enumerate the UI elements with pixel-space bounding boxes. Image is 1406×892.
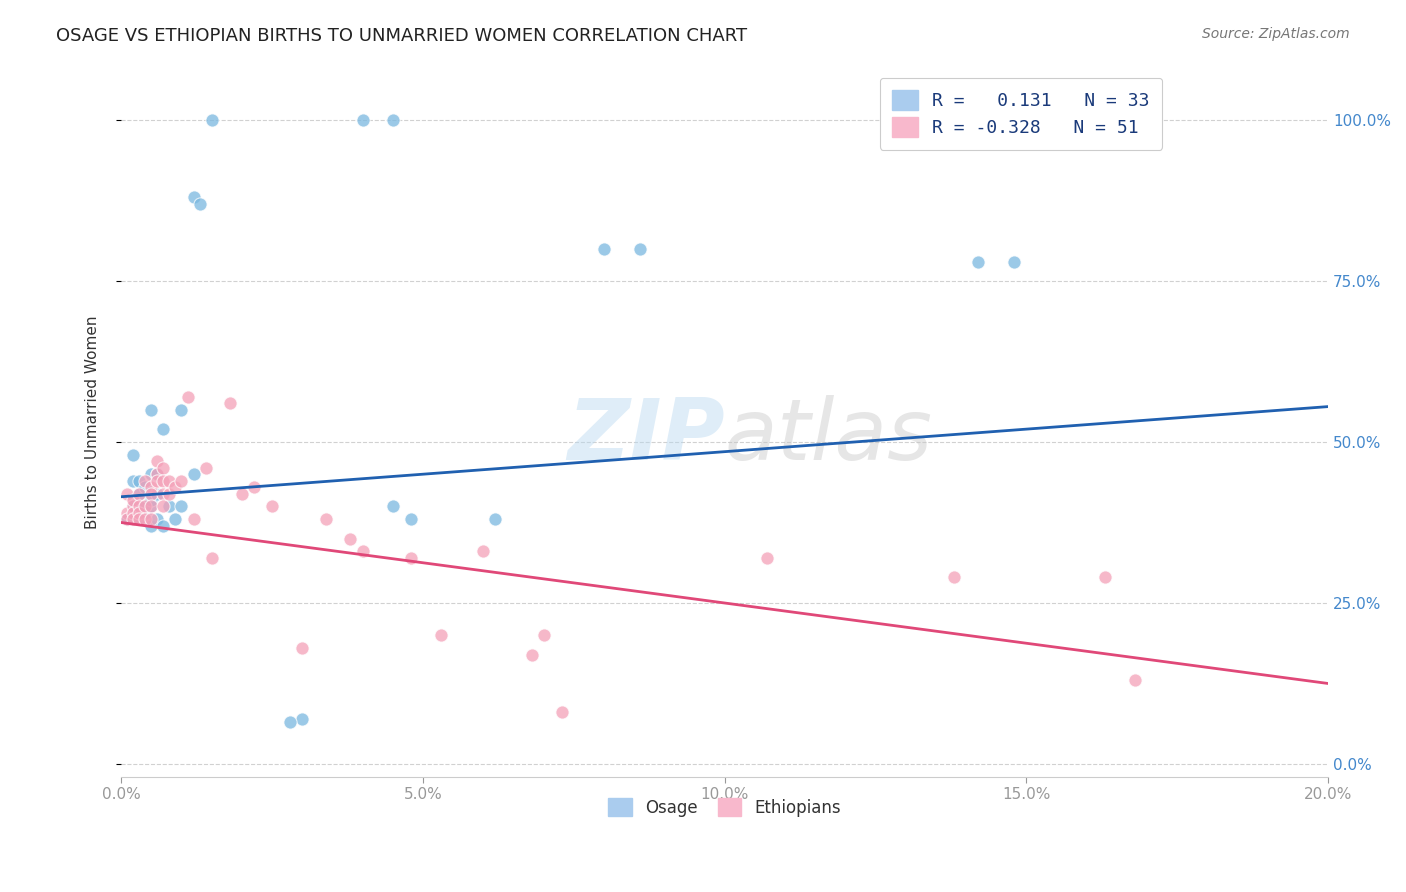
Point <box>115 486 138 500</box>
Point <box>201 550 224 565</box>
Point <box>152 460 174 475</box>
Point <box>533 628 555 642</box>
Point <box>115 512 138 526</box>
Point <box>146 486 169 500</box>
Point <box>1123 673 1146 688</box>
Point <box>152 500 174 514</box>
Text: OSAGE VS ETHIOPIAN BIRTHS TO UNMARRIED WOMEN CORRELATION CHART: OSAGE VS ETHIOPIAN BIRTHS TO UNMARRIED W… <box>56 27 748 45</box>
Point <box>134 512 156 526</box>
Point <box>146 467 169 482</box>
Point <box>122 500 145 514</box>
Text: atlas: atlas <box>724 395 932 478</box>
Point <box>157 500 180 514</box>
Point <box>122 474 145 488</box>
Point <box>755 550 778 565</box>
Point <box>1094 570 1116 584</box>
Point <box>141 512 163 526</box>
Legend: Osage, Ethiopians: Osage, Ethiopians <box>600 790 849 825</box>
Point <box>152 486 174 500</box>
Point <box>115 512 138 526</box>
Point <box>128 512 150 526</box>
Point <box>134 506 156 520</box>
Point <box>134 474 156 488</box>
Point <box>967 254 990 268</box>
Point <box>122 500 145 514</box>
Point <box>157 486 180 500</box>
Point <box>339 532 361 546</box>
Point <box>146 467 169 482</box>
Point <box>550 706 572 720</box>
Point <box>628 242 651 256</box>
Point <box>141 500 163 514</box>
Point <box>472 544 495 558</box>
Point <box>520 648 543 662</box>
Point <box>128 500 150 514</box>
Point <box>291 712 314 726</box>
Point <box>141 493 163 508</box>
Point <box>146 512 169 526</box>
Point <box>128 506 150 520</box>
Point <box>399 550 422 565</box>
Text: ZIP: ZIP <box>567 395 724 478</box>
Point <box>291 641 314 656</box>
Point <box>134 500 156 514</box>
Point <box>141 486 163 500</box>
Point <box>278 715 301 730</box>
Point <box>170 500 193 514</box>
Point <box>122 506 145 520</box>
Point <box>128 500 150 514</box>
Point <box>176 390 198 404</box>
Point <box>122 512 145 526</box>
Point <box>593 242 616 256</box>
Y-axis label: Births to Unmarried Women: Births to Unmarried Women <box>86 316 100 530</box>
Point <box>170 402 193 417</box>
Point <box>201 113 224 128</box>
Point <box>381 500 404 514</box>
Point <box>134 500 156 514</box>
Point <box>194 460 217 475</box>
Text: Source: ZipAtlas.com: Source: ZipAtlas.com <box>1202 27 1350 41</box>
Point <box>146 454 169 468</box>
Point <box>128 474 150 488</box>
Point <box>381 113 404 128</box>
Point <box>399 512 422 526</box>
Point <box>141 480 163 494</box>
Point <box>183 467 205 482</box>
Point <box>484 512 506 526</box>
Point <box>141 402 163 417</box>
Point <box>188 196 211 211</box>
Point <box>315 512 337 526</box>
Point <box>352 544 374 558</box>
Point <box>146 474 169 488</box>
Point <box>183 512 205 526</box>
Point <box>1002 254 1025 268</box>
Point <box>128 486 150 500</box>
Point <box>141 518 163 533</box>
Point <box>243 480 266 494</box>
Point <box>942 570 965 584</box>
Point <box>260 500 283 514</box>
Point <box>430 628 453 642</box>
Point <box>141 467 163 482</box>
Point <box>165 512 187 526</box>
Point <box>170 474 193 488</box>
Point <box>128 512 150 526</box>
Point <box>141 500 163 514</box>
Point <box>352 113 374 128</box>
Point <box>122 493 145 508</box>
Point <box>157 474 180 488</box>
Point <box>152 422 174 436</box>
Point <box>165 480 187 494</box>
Point <box>183 190 205 204</box>
Point <box>152 518 174 533</box>
Point <box>152 474 174 488</box>
Point <box>134 480 156 494</box>
Point <box>218 396 240 410</box>
Point <box>122 448 145 462</box>
Point <box>231 486 253 500</box>
Point <box>115 506 138 520</box>
Point <box>128 486 150 500</box>
